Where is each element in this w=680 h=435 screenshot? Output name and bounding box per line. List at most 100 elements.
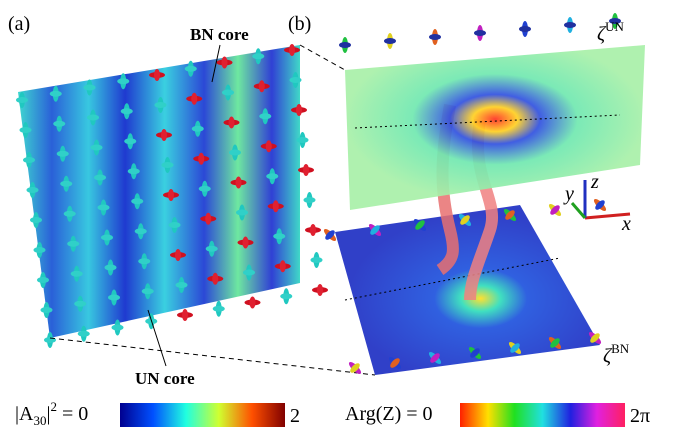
orbital: [57, 151, 69, 157]
orbital: [303, 164, 309, 176]
colorbar-label: |A30|2 = 0: [15, 399, 88, 428]
orbital: [311, 257, 323, 263]
orbital: [185, 66, 197, 72]
pointer: [148, 310, 166, 366]
orbital: [474, 30, 486, 36]
orbital: [155, 102, 167, 108]
orbital: [176, 282, 188, 288]
subscript: 30: [33, 413, 46, 428]
orbital: [94, 175, 106, 181]
orbital: [243, 270, 255, 276]
orbital: [98, 205, 110, 211]
orbital: [280, 293, 292, 299]
orbital: [30, 217, 42, 223]
orbital: [243, 237, 249, 249]
orbital: [168, 189, 174, 201]
orbital: [27, 187, 39, 193]
colorbar: [120, 403, 285, 427]
orbital: [222, 57, 228, 69]
orbital: [229, 117, 235, 129]
orbital: [50, 91, 62, 97]
orbital: [41, 307, 53, 313]
annotation: UN core: [135, 369, 195, 388]
orbital: [290, 77, 302, 83]
orbital: [192, 126, 204, 132]
orbital: [236, 177, 242, 189]
orbital: [273, 233, 285, 239]
orbital: [131, 198, 143, 204]
superscript: UN: [605, 19, 624, 34]
orbital: [53, 121, 65, 127]
axis-label: y: [563, 183, 574, 205]
orbital: [250, 297, 256, 309]
orbital: [384, 38, 396, 44]
orbital: [564, 22, 576, 28]
orbital: [67, 241, 79, 247]
orbital: [138, 258, 150, 264]
orbital: [23, 157, 35, 163]
orbital: [289, 44, 295, 56]
orbital: [20, 127, 32, 133]
colorbar-max: 2π: [630, 405, 650, 427]
orbital: [135, 228, 147, 234]
orbital: [519, 26, 531, 32]
plane-label: ζUN: [597, 19, 624, 45]
orbital: [37, 277, 49, 283]
orbital: [259, 80, 265, 92]
orbital: [124, 138, 136, 144]
superscript: BN: [611, 341, 630, 356]
orbital: [266, 173, 278, 179]
panel-label: (a): [8, 13, 30, 35]
orbital: [229, 150, 241, 156]
orbital: [252, 53, 264, 59]
orbital: [101, 235, 113, 241]
orbital: [71, 271, 83, 277]
orbital: [78, 331, 90, 337]
annotation: BN core: [190, 25, 249, 44]
orbital: [266, 140, 272, 152]
colorbar-max: 2: [290, 405, 300, 427]
orbital: [310, 224, 316, 236]
label-base: |A: [15, 403, 34, 425]
orbital: [273, 200, 279, 212]
axis-label: x: [621, 213, 631, 235]
orbital: [175, 249, 181, 261]
orbital: [212, 273, 218, 285]
axis-label: z: [590, 171, 599, 193]
orbital: [91, 145, 103, 151]
orbital: [199, 186, 211, 192]
orbital: [112, 325, 124, 331]
label-rest: = 0: [57, 403, 88, 425]
orbital: [16, 97, 28, 103]
orbital: [154, 69, 160, 81]
plane-a: [18, 45, 300, 338]
orbital: [182, 309, 188, 321]
colorbar: [460, 403, 625, 427]
plane-un: [345, 45, 645, 210]
orbital: [191, 93, 197, 105]
orbital: [205, 213, 211, 225]
y-axis-arrow: [572, 203, 585, 218]
orbital: [161, 129, 167, 141]
orbital: [296, 104, 302, 116]
figure: (a) (b) BN core UN core ζUN ζBN x y z |A…: [0, 0, 680, 435]
orbital: [108, 295, 120, 301]
orbital: [87, 115, 99, 121]
orbital: [44, 337, 56, 343]
connector: [50, 338, 375, 375]
orbital: [142, 288, 154, 294]
orbital: [213, 306, 225, 312]
orbital: [429, 34, 441, 40]
orbital: [121, 108, 133, 114]
colorbar-label: Arg(Z) = 0: [345, 403, 433, 425]
orbital: [105, 265, 117, 271]
connector: [300, 45, 345, 70]
plane-label: ζBN: [603, 341, 630, 367]
orbital: [236, 210, 248, 216]
orbital: [60, 181, 72, 187]
panel-label: (b): [288, 13, 311, 35]
orbital: [169, 222, 181, 228]
orbital: [206, 246, 218, 252]
orbital: [317, 284, 323, 296]
orbital: [162, 162, 174, 168]
